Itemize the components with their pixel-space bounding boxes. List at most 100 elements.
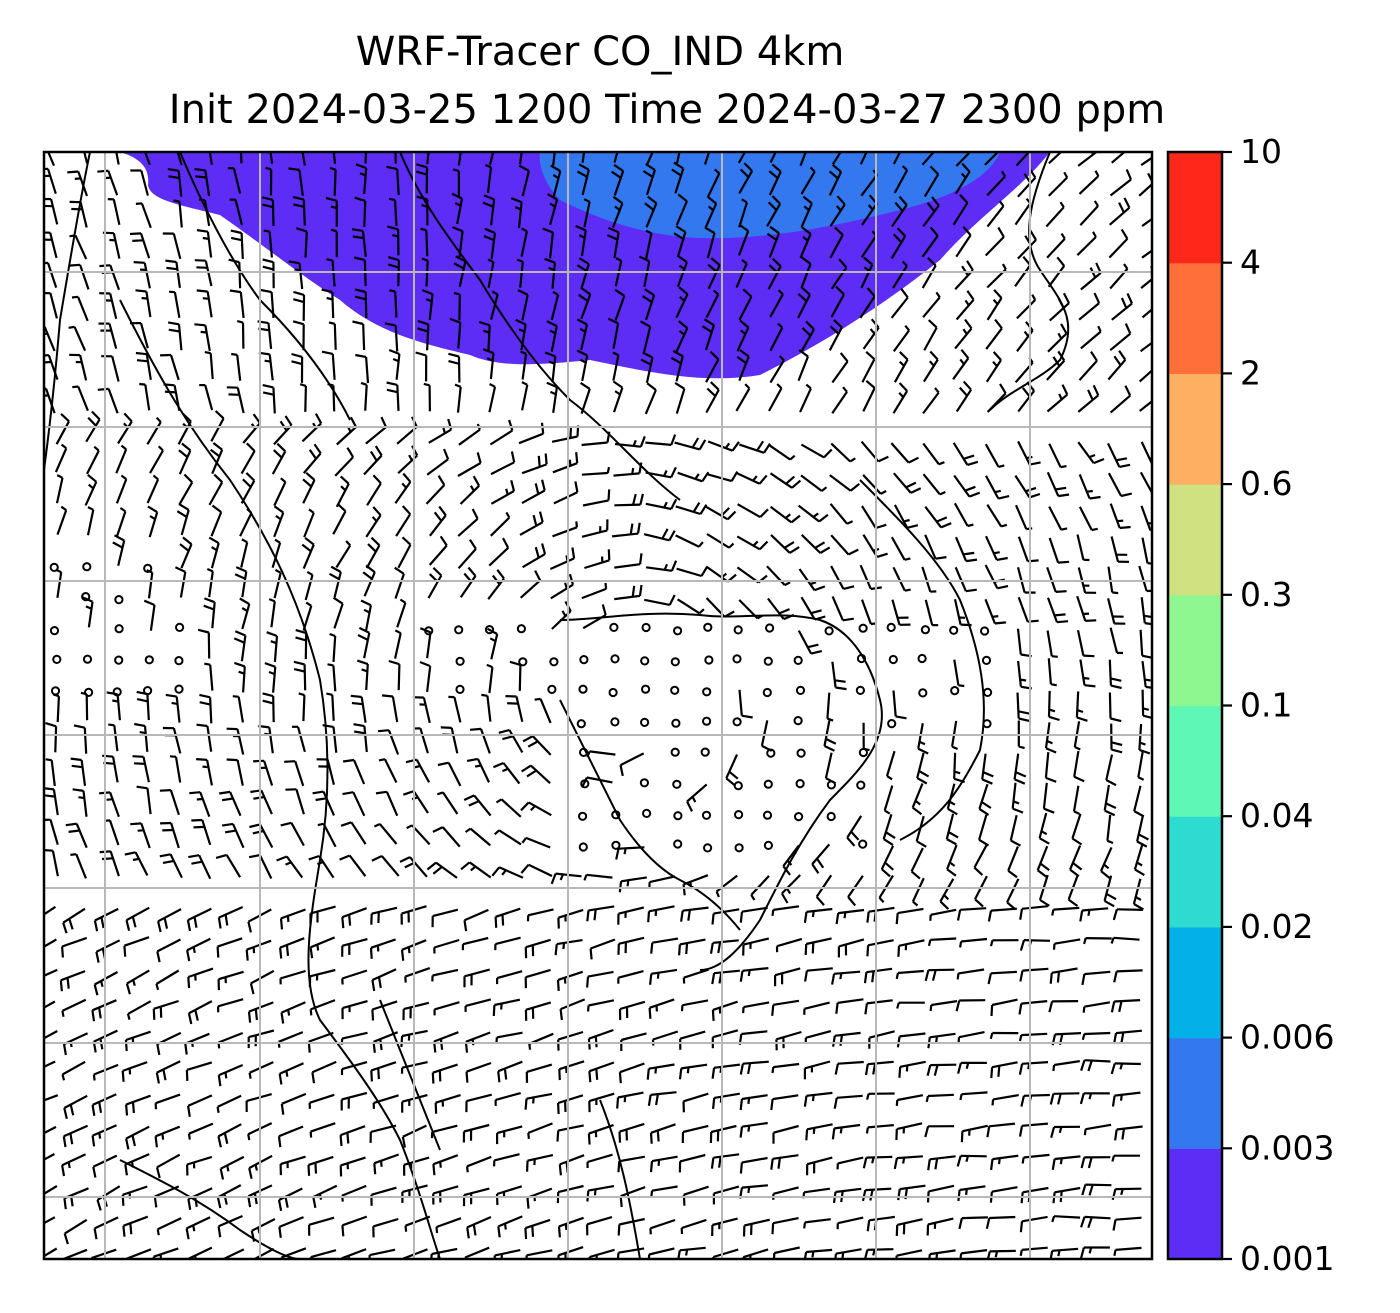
calm-marker bbox=[858, 839, 868, 849]
wind-barb bbox=[309, 936, 336, 959]
wind-barb bbox=[549, 547, 576, 571]
wind-barb bbox=[160, 353, 180, 381]
wind-barb bbox=[829, 474, 860, 492]
calm-marker bbox=[794, 812, 804, 822]
wind-barb bbox=[99, 850, 120, 877]
wind-barb bbox=[189, 791, 211, 817]
wind-barb bbox=[798, 568, 826, 592]
wind-barb bbox=[701, 318, 715, 351]
wind-barb bbox=[162, 726, 182, 754]
calm-marker bbox=[642, 808, 652, 819]
wind-barb bbox=[1018, 1122, 1048, 1137]
wind-barb bbox=[1110, 936, 1140, 944]
wind-barb bbox=[387, 225, 400, 256]
wind-barb bbox=[462, 1123, 490, 1143]
wind-barb bbox=[742, 1001, 770, 1014]
wind-barb bbox=[1141, 689, 1152, 719]
wind-barb bbox=[519, 511, 544, 536]
wind-barb bbox=[771, 999, 800, 1016]
wind-barb bbox=[454, 383, 462, 413]
wind-barb bbox=[1019, 1246, 1048, 1257]
wind-barb bbox=[643, 528, 676, 542]
wind-barb bbox=[958, 1216, 988, 1230]
wind-barb bbox=[618, 1122, 645, 1143]
wind-barb bbox=[553, 481, 579, 505]
wind-barb bbox=[711, 908, 740, 925]
wind-barb bbox=[956, 1154, 987, 1167]
wind-barb bbox=[926, 1184, 955, 1203]
wind-barb bbox=[803, 1218, 831, 1229]
colorbar-tick-label: 0.006 bbox=[1240, 1018, 1334, 1057]
wind-barb bbox=[404, 1215, 431, 1232]
wind-barb bbox=[1069, 845, 1083, 878]
wind-barb bbox=[426, 861, 458, 879]
wind-barb bbox=[797, 349, 810, 382]
wind-barb bbox=[866, 1215, 896, 1232]
wind-barb bbox=[216, 1184, 242, 1209]
wind-barb bbox=[917, 723, 929, 755]
wind-barb bbox=[766, 565, 791, 587]
wind-barb bbox=[301, 537, 315, 570]
wind-barb bbox=[98, 322, 118, 349]
wind-barb bbox=[215, 853, 242, 878]
wind-barb bbox=[155, 1153, 181, 1179]
wind-barb bbox=[546, 320, 558, 352]
wind-barb bbox=[152, 999, 179, 1020]
wind-barb bbox=[524, 1001, 552, 1021]
wind-barb bbox=[586, 1153, 613, 1169]
wind-barb bbox=[1019, 967, 1049, 982]
calm-marker bbox=[640, 656, 650, 666]
wind-barb bbox=[826, 692, 834, 722]
wind-barb bbox=[1007, 846, 1019, 879]
wind-barb bbox=[738, 162, 754, 194]
wind-barb bbox=[146, 569, 154, 599]
wind-barb bbox=[208, 536, 220, 569]
wind-barb bbox=[769, 505, 801, 524]
wind-barb bbox=[178, 442, 192, 475]
wind-barb bbox=[831, 152, 842, 165]
wind-barb bbox=[803, 1001, 830, 1015]
wind-barb bbox=[1044, 722, 1057, 754]
wind-barb bbox=[247, 1001, 274, 1023]
calm-marker bbox=[114, 655, 124, 665]
wind-barb bbox=[737, 223, 750, 256]
wind-barb bbox=[288, 260, 304, 290]
wind-barb bbox=[677, 598, 705, 615]
wind-barb bbox=[1099, 846, 1113, 879]
wind-barb bbox=[618, 1000, 646, 1021]
wind-barb bbox=[239, 597, 251, 630]
wind-barb bbox=[278, 1062, 304, 1085]
wind-barb bbox=[864, 999, 893, 1015]
wind-barb bbox=[133, 261, 151, 289]
wind-barb bbox=[552, 452, 579, 474]
wind-barb bbox=[985, 351, 1002, 383]
colorbar: 0.001 0.003 0.006 0.02 0.04 0.1 0.3 0.6 2 4 10 bbox=[1166, 132, 1334, 1278]
calm-marker bbox=[950, 686, 960, 696]
wind-barb bbox=[715, 874, 738, 898]
wind-barb bbox=[738, 198, 748, 228]
wind-barb bbox=[725, 754, 739, 787]
wind-barb bbox=[327, 663, 337, 692]
wind-barb bbox=[1046, 471, 1070, 498]
wind-barb bbox=[985, 1215, 1016, 1230]
wind-barb bbox=[557, 1246, 584, 1259]
wind-barb bbox=[883, 785, 894, 815]
colorbar-tick-label: 0.3 bbox=[1240, 575, 1292, 614]
wind-barb bbox=[370, 1061, 397, 1082]
wind-barb bbox=[544, 257, 556, 289]
wind-barb bbox=[646, 1063, 675, 1080]
wind-barb bbox=[123, 936, 150, 957]
wind-barb bbox=[1108, 228, 1129, 259]
wind-barb bbox=[1076, 231, 1097, 256]
wind-barb bbox=[62, 1032, 89, 1056]
wind-barb bbox=[249, 823, 274, 849]
calm-marker bbox=[793, 716, 803, 726]
wind-barb bbox=[279, 908, 306, 930]
wind-barb bbox=[464, 998, 492, 1012]
wind-barb bbox=[397, 536, 412, 569]
wind-barb bbox=[217, 905, 244, 929]
wind-barb bbox=[495, 1185, 523, 1206]
wind-barb bbox=[675, 320, 689, 353]
wind-barb bbox=[924, 599, 939, 627]
wind-barb bbox=[895, 1122, 923, 1141]
